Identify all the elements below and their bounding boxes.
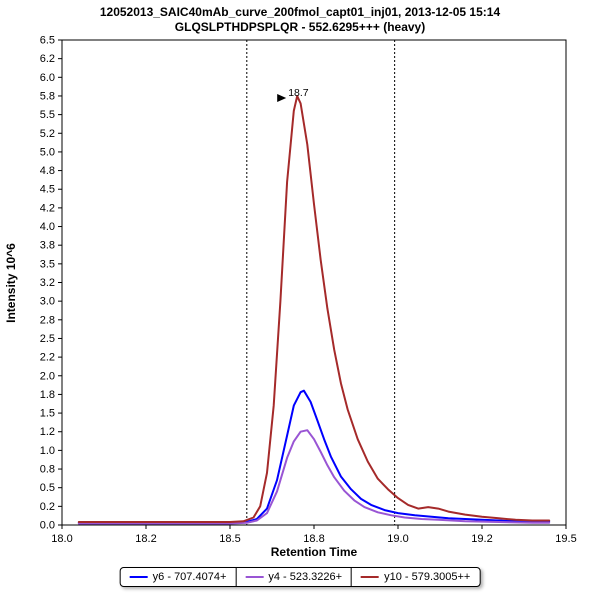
x-tick-label: 19.5: [555, 533, 576, 545]
y-tick-label: 3.2: [40, 277, 55, 289]
y-tick-label: 5.8: [40, 90, 55, 102]
y4-legend-label: y4 - 523.3226+: [268, 571, 343, 583]
y-tick-label: 3.5: [40, 258, 55, 270]
y-tick-label: 1.0: [40, 445, 55, 457]
peak-rt-annotation: 18.7: [288, 87, 309, 99]
y-tick-label: 5.5: [40, 109, 55, 121]
peak-id-marker-icon: [277, 93, 287, 102]
plot-area[interactable]: [61, 39, 567, 526]
trace-y4: [77, 429, 551, 525]
y6-series-swatch: [129, 576, 148, 578]
y-axis-label: Intensity 10^6: [4, 243, 18, 323]
y10-legend-label: y10 - 579.3005++: [384, 571, 471, 583]
y-tick-label: 1.8: [40, 389, 55, 401]
y-tick-label: 1.2: [40, 426, 55, 438]
legend-item-y6: y6 - 707.4074+: [121, 568, 236, 586]
y-tick-label: 2.8: [40, 314, 55, 326]
y-tick-label: 6.0: [40, 72, 55, 84]
y10-series-swatch: [361, 576, 380, 578]
y-tick-label: 6.5: [40, 35, 55, 47]
y4-series-swatch: [245, 576, 264, 578]
y-tick-label: 0.2: [40, 501, 55, 513]
trace-y10: [77, 95, 551, 523]
legend-item-y10: y10 - 579.3005++: [351, 568, 479, 586]
chart-title: 12052013_SAIC40mAb_curve_200fmol_capt01_…: [0, 5, 600, 35]
x-tick-label: 19.2: [471, 533, 492, 545]
x-tick-label: 19.0: [387, 533, 408, 545]
x-tick-label: 18.5: [219, 533, 240, 545]
y-tick-label: 4.0: [40, 221, 55, 233]
x-tick-label: 18.0: [51, 533, 72, 545]
y-tick-label: 4.8: [40, 165, 55, 177]
y-tick-label: 4.2: [40, 202, 55, 214]
chart-title-line1: 12052013_SAIC40mAb_curve_200fmol_capt01_…: [99, 5, 501, 19]
y-tick-label: 3.8: [40, 240, 55, 252]
legend-item-y4: y4 - 523.3226+: [235, 568, 351, 586]
y-tick-label: 5.0: [40, 146, 55, 158]
y-tick-label: 2.2: [40, 352, 55, 364]
y-tick-label: 0.8: [40, 464, 55, 476]
x-tick-label: 18.8: [303, 533, 324, 545]
y-tick-label: 3.0: [40, 296, 55, 308]
y-tick-label: 2.0: [40, 370, 55, 382]
y-tick-label: 4.5: [40, 184, 55, 196]
chart-title-line2: GLQSLPTHDPSPLQR - 552.6295+++ (heavy): [174, 20, 426, 34]
y-tick-label: 2.5: [40, 333, 55, 345]
legend: y6 - 707.4074+ y4 - 523.3226+ y10 - 579.…: [119, 567, 481, 587]
y-tick-label: 5.2: [40, 128, 55, 140]
x-tick-label: 18.2: [135, 533, 156, 545]
y-tick-label: 1.5: [40, 408, 55, 420]
y-tick-label: 0.0: [40, 520, 55, 532]
x-axis-label: Retention Time: [271, 545, 358, 559]
y6-legend-label: y6 - 707.4074+: [152, 571, 227, 583]
y-tick-label: 0.5: [40, 482, 55, 494]
y-tick-label: 6.2: [40, 53, 55, 65]
